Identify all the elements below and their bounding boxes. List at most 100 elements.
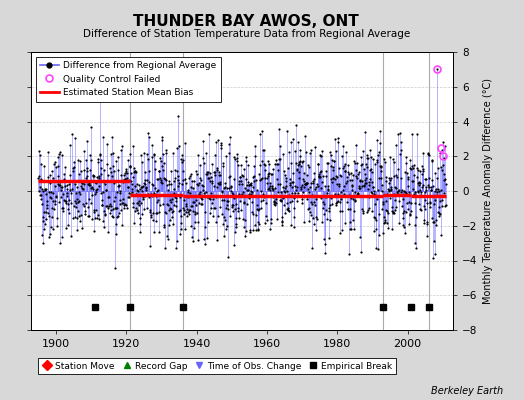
- Point: [80, 203, 88, 209]
- Point: [325, 205, 333, 212]
- Point: [249, 174, 258, 180]
- Point: [146, 209, 154, 215]
- Point: [417, 189, 425, 196]
- Point: [389, 209, 397, 216]
- Point: [392, 174, 401, 180]
- Point: [344, 193, 352, 199]
- Point: [296, 169, 304, 176]
- Point: [371, 201, 379, 207]
- Point: [390, 159, 399, 166]
- Point: [205, 131, 213, 138]
- Point: [236, 174, 244, 180]
- Point: [204, 169, 212, 175]
- Point: [34, 175, 42, 181]
- Point: [388, 156, 397, 163]
- Point: [433, 66, 442, 72]
- Point: [333, 199, 341, 205]
- Point: [214, 212, 222, 219]
- Point: [265, 185, 274, 192]
- Point: [222, 205, 230, 212]
- Point: [49, 206, 58, 212]
- Point: [385, 188, 393, 194]
- Point: [193, 152, 202, 159]
- Point: [38, 232, 47, 238]
- Point: [337, 173, 345, 179]
- Point: [68, 178, 77, 185]
- Point: [377, 163, 385, 169]
- Point: [312, 195, 320, 202]
- Point: [43, 148, 52, 155]
- Point: [292, 122, 300, 128]
- Point: [330, 158, 339, 164]
- Point: [355, 185, 364, 192]
- Point: [357, 154, 365, 160]
- Point: [129, 219, 138, 226]
- Point: [185, 207, 193, 214]
- Point: [227, 183, 235, 190]
- Point: [363, 155, 371, 162]
- Point: [182, 201, 190, 208]
- Point: [345, 250, 354, 257]
- Point: [384, 210, 392, 216]
- Point: [242, 228, 250, 234]
- Point: [136, 221, 144, 228]
- Point: [161, 150, 170, 156]
- Point: [261, 219, 270, 226]
- Point: [253, 205, 261, 212]
- Point: [420, 220, 428, 226]
- Point: [192, 170, 201, 177]
- Point: [336, 230, 345, 236]
- Point: [183, 208, 192, 215]
- Point: [231, 206, 239, 212]
- Point: [222, 185, 231, 192]
- Point: [138, 187, 146, 194]
- Point: [240, 224, 248, 230]
- Point: [274, 161, 282, 168]
- Point: [262, 192, 270, 199]
- Point: [76, 191, 84, 197]
- Point: [299, 158, 307, 164]
- Point: [291, 148, 299, 154]
- Point: [423, 221, 431, 228]
- Point: [304, 206, 312, 212]
- Point: [241, 233, 249, 240]
- Point: [422, 183, 431, 190]
- Point: [210, 204, 218, 211]
- Point: [293, 166, 301, 172]
- Point: [127, 190, 136, 197]
- Point: [127, 178, 135, 184]
- Point: [209, 196, 217, 202]
- Point: [54, 199, 63, 206]
- Point: [124, 194, 133, 200]
- Point: [38, 185, 46, 192]
- Point: [331, 191, 340, 198]
- Point: [252, 193, 260, 200]
- Point: [113, 205, 121, 211]
- Point: [373, 157, 381, 163]
- Point: [425, 203, 434, 210]
- Point: [40, 163, 49, 170]
- Point: [394, 130, 402, 137]
- Point: [271, 198, 279, 205]
- Point: [265, 170, 273, 177]
- Point: [428, 215, 436, 222]
- Point: [130, 168, 138, 175]
- Point: [336, 189, 345, 195]
- Point: [294, 174, 303, 181]
- Point: [209, 193, 217, 200]
- Point: [154, 187, 162, 194]
- Point: [401, 168, 409, 175]
- Point: [167, 168, 175, 174]
- Point: [100, 224, 108, 230]
- Point: [105, 178, 114, 184]
- Point: [420, 217, 428, 224]
- Point: [116, 197, 124, 204]
- Point: [75, 212, 83, 219]
- Point: [165, 181, 173, 187]
- Point: [113, 214, 121, 220]
- Point: [242, 176, 250, 182]
- Point: [401, 190, 410, 196]
- Point: [261, 162, 269, 168]
- Point: [78, 180, 86, 186]
- Point: [177, 212, 185, 219]
